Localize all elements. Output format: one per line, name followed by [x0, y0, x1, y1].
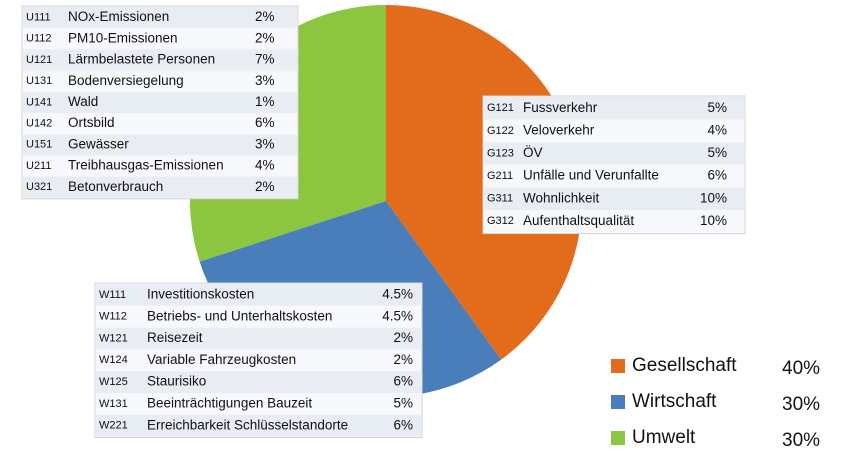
table-row: [23, 91, 297, 113]
row-name: Fussverkehr: [523, 100, 598, 115]
row-code: W111: [99, 289, 126, 301]
row-name: Betonverbrauch: [68, 179, 163, 194]
row-code: U151: [26, 139, 52, 151]
row-name: Investitionskosten: [147, 286, 254, 301]
row-code: U142: [26, 118, 52, 130]
legend-swatch: [611, 395, 625, 409]
row-code: U131: [26, 75, 52, 87]
table-row: [23, 113, 297, 135]
legend-label: Gesellschaft: [632, 355, 737, 376]
table-row: [23, 7, 297, 29]
legend-value: 30%: [782, 394, 820, 415]
table-row: [484, 142, 744, 165]
table-row: [484, 97, 744, 120]
row-code: W124: [99, 354, 128, 366]
row-name: PM10-Emissionen: [68, 30, 178, 45]
row-code: W121: [99, 332, 128, 344]
legend-label: Umwelt: [632, 427, 696, 448]
row-weight: 10%: [700, 190, 727, 205]
row-weight: 4%: [255, 158, 275, 173]
row-name: Ortsbild: [68, 115, 115, 130]
table-row: [23, 134, 297, 156]
row-name: Gewässer: [68, 136, 129, 151]
row-weight: 5%: [393, 395, 413, 410]
table-row: [484, 187, 744, 210]
table-row: [96, 414, 421, 437]
table-row: [96, 393, 421, 415]
row-weight: 6%: [393, 417, 413, 432]
row-weight: 2%: [393, 352, 413, 367]
legend-swatch: [611, 359, 625, 373]
table-row: [23, 28, 297, 50]
row-code: U141: [26, 96, 52, 108]
row-name: Variable Fahrzeugkosten: [147, 352, 296, 367]
row-code: G121: [487, 102, 514, 114]
table-row: [23, 49, 297, 71]
row-weight: 2%: [255, 30, 275, 45]
table-row: [96, 327, 421, 350]
row-name: Treibhausgas-Emissionen: [68, 158, 224, 173]
row-code: G122: [487, 125, 514, 137]
table-row: [96, 371, 421, 393]
row-code: G311: [487, 193, 513, 205]
table-row: [484, 164, 744, 188]
row-weight: 4.5%: [382, 308, 413, 323]
row-weight: 3%: [255, 136, 275, 151]
row-code: U211: [26, 160, 51, 172]
row-weight: 5%: [707, 145, 727, 160]
row-code: G211: [487, 170, 513, 182]
row-weight: 6%: [255, 115, 275, 130]
row-code: W221: [99, 420, 128, 432]
table-row: [23, 176, 297, 198]
row-weight: 5%: [707, 100, 727, 115]
row-code: W125: [99, 376, 128, 388]
row-code: U112: [26, 33, 51, 45]
legend-value: 40%: [782, 358, 820, 379]
row-name: Lärmbelastete Personen: [68, 52, 215, 67]
row-name: Wohnlichkeit: [523, 190, 600, 205]
row-name: Erreichbarkeit Schlüsselstandorte: [147, 417, 348, 432]
row-weight: 6%: [707, 168, 727, 183]
row-weight: 3%: [255, 73, 275, 88]
row-weight: 2%: [393, 330, 413, 345]
row-code: U321: [26, 181, 52, 193]
row-weight: 2%: [255, 179, 275, 194]
row-name: Veloverkehr: [523, 122, 595, 137]
table-row: [96, 349, 421, 372]
row-name: Aufenthaltsqualität: [523, 213, 634, 228]
row-name: Wald: [68, 94, 98, 109]
row-code: W131: [99, 398, 128, 410]
row-weight: 2%: [255, 9, 275, 24]
row-code: U111: [26, 12, 51, 24]
legend-swatch: [611, 431, 625, 445]
table-row: [484, 119, 744, 143]
row-weight: 6%: [393, 374, 413, 389]
row-code: G312: [487, 215, 514, 227]
row-code: G123: [487, 147, 514, 159]
row-name: Reisezeit: [147, 330, 203, 345]
table-row: [23, 155, 297, 177]
table-row: [23, 70, 297, 92]
row-name: Staurisiko: [147, 374, 206, 389]
legend-label: Wirtschaft: [632, 391, 717, 412]
table-row: [96, 284, 421, 306]
row-name: Beeinträchtigungen Bauzeit: [147, 395, 312, 410]
row-name: Betriebs- und Unterhaltskosten: [147, 308, 332, 323]
row-name: ÖV: [523, 145, 543, 160]
row-name: Unfälle und Verunfallte: [523, 168, 659, 183]
table-row: [484, 210, 744, 233]
row-name: Bodenversiegelung: [68, 73, 184, 88]
row-weight: 4.5%: [382, 286, 413, 301]
row-weight: 4%: [707, 122, 727, 137]
table-row: [96, 305, 421, 328]
row-weight: 10%: [700, 213, 727, 228]
row-weight: 1%: [255, 94, 275, 109]
row-code: W112: [99, 311, 127, 323]
row-code: U121: [26, 54, 52, 66]
row-name: NOx-Emissionen: [68, 9, 169, 24]
legend-value: 30%: [782, 430, 820, 451]
row-weight: 7%: [255, 52, 275, 67]
